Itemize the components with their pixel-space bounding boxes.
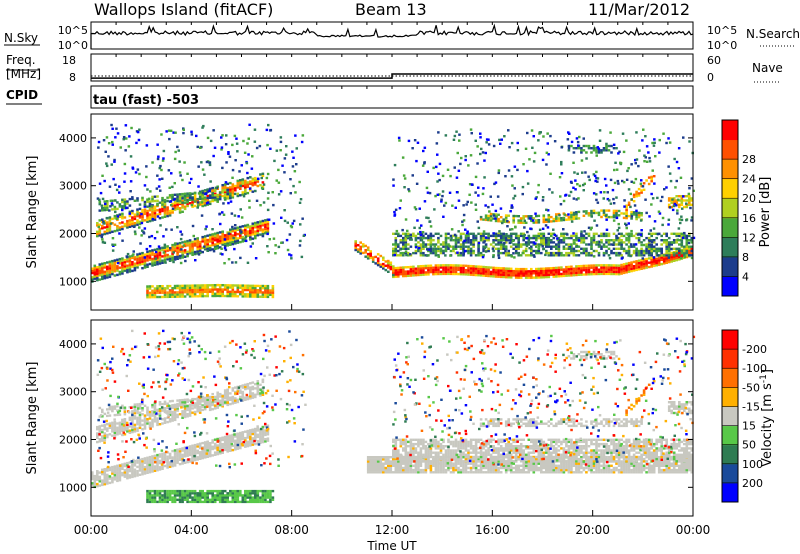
power-panel: 1000 2000 3000 4000 Slant Range [km] 4 8 12 16… (25, 113, 773, 311)
velocity-colorbar-tick: -200 (742, 343, 767, 356)
power-ytick: 3000 (59, 180, 87, 193)
power-colorbar-tick: 8 (742, 251, 749, 264)
noise-panel: N.Sky 10^5 10^0 10^5 10^0 N.Search (4, 21, 800, 52)
power-scatter (91, 123, 696, 299)
velocity-colorbar-tick: 50 (742, 439, 756, 452)
freq-label-line2: [MHz] (6, 67, 41, 81)
power-colorbar-label: Power [dB] (758, 177, 773, 248)
power-ytick: 4000 (59, 132, 87, 145)
time-tick-label: 00:00 (74, 523, 109, 537)
velocity-ytick: 2000 (59, 434, 87, 447)
velocity-colorbar-tick: 15 (742, 420, 756, 433)
date-title: 11/Mar/2012 (588, 0, 690, 19)
velocity-colorbar-tick: 100 (742, 458, 763, 471)
beam-title: Beam 13 (355, 0, 427, 19)
power-ylabel: Slant Range [km] (25, 156, 40, 269)
freq-right-tick-top: 60 (707, 54, 721, 67)
freq-right-tick-bottom: 0 (707, 71, 714, 84)
time-tick-label: 08:00 (274, 523, 309, 537)
freq-left-tick-bottom: 8 (69, 71, 76, 84)
station-title: Wallops Island (fitACF) (94, 0, 273, 19)
noise-left-tick-top: 10^5 (58, 24, 88, 37)
noise-right-tick-bottom: 10^0 (707, 39, 737, 52)
velocity-colorbar-tick: -100 (742, 362, 767, 375)
time-tick-label: 00:00 (676, 523, 711, 537)
power-ytick: 2000 (59, 228, 87, 241)
velocity-colorbar-tick: 200 (742, 477, 763, 490)
power-colorbar-tick: 28 (742, 153, 756, 166)
power-colorbar-tick: 20 (742, 192, 756, 205)
noise-left-tick-bottom: 10^0 (58, 39, 88, 52)
time-tick-label: 20:00 (575, 523, 610, 537)
power-colorbar-tick: 16 (742, 212, 756, 225)
power-colorbar-tick: 24 (742, 173, 756, 186)
power-colorbar-tick: 12 (742, 231, 756, 244)
time-tick-label: 16:00 (475, 523, 510, 537)
cpid-value: tau (fast) -503 (93, 93, 199, 108)
velocity-ytick: 4000 (59, 338, 87, 351)
freq-label-line1: Freq. (6, 53, 36, 67)
velocity-ylabel: Slant Range [km] (25, 362, 40, 475)
velocity-scatter (91, 329, 696, 504)
noise-right-tick-top: 10^5 (707, 24, 737, 37)
nsearch-label: N.Search (746, 27, 800, 41)
cpid-label: CPID (6, 88, 38, 102)
frequency-panel: Freq. [MHz] 18 8 60 0 Nave (6, 53, 783, 84)
power-ytick: 1000 (59, 275, 87, 288)
freq-left-tick-top: 18 (62, 54, 76, 67)
cpid-panel: CPID tau (fast) -503 (6, 85, 694, 109)
nave-label: Nave (752, 61, 783, 75)
time-tick-label: 04:00 (174, 523, 209, 537)
velocity-colorbar-tick: -15 (742, 400, 760, 413)
time-axis-label: Time UT (366, 539, 417, 553)
velocity-ytick: 3000 (59, 386, 87, 399)
time-tick-label: 12:00 (375, 523, 410, 537)
velocity-colorbar-tick: -50 (742, 381, 760, 394)
power-colorbar-tick: 4 (742, 270, 749, 283)
velocity-ytick: 1000 (59, 481, 87, 494)
velocity-colorbar-label: Velocity [m s-1] (759, 369, 775, 467)
nsky-trace (90, 23, 694, 49)
nsky-label: N.Sky (4, 31, 38, 45)
